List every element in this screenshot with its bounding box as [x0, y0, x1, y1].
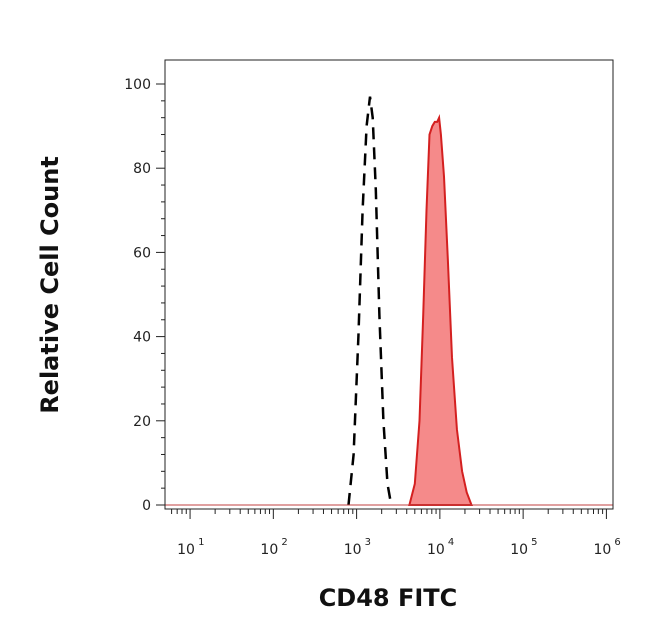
series-1-filled-histogram [408, 113, 473, 506]
y-tick-label: 60 [133, 245, 151, 261]
x-tick-exponent: 4 [448, 537, 454, 548]
x-tick-label: 10 [510, 542, 528, 558]
y-axis-title: Relative Cell Count [36, 156, 64, 414]
y-tick-label: 100 [124, 77, 151, 93]
x-tick-label: 10 [260, 542, 278, 558]
x-tick-label: 10 [593, 542, 611, 558]
x-axis: 10 1 10 2 10 3 10 4 10 5 10 6 [171, 509, 621, 558]
x-tick-exponent: 3 [365, 537, 371, 548]
x-tick-label: 10 [344, 542, 362, 558]
x-tick-label: 10 [177, 542, 195, 558]
x-axis-title: CD48 FITC [319, 584, 458, 612]
x-tick-exponent: 5 [531, 537, 537, 548]
y-tick-label: 80 [133, 161, 151, 177]
y-tick-label: 20 [133, 414, 151, 430]
plot-frame [164, 59, 614, 510]
y-tick-label: 40 [133, 330, 151, 346]
plot-series [165, 96, 613, 506]
y-axis: 0 20 40 60 80 100 [124, 77, 165, 514]
x-tick-label: 10 [427, 542, 445, 558]
x-tick-exponent: 1 [198, 537, 204, 548]
y-tick-label: 0 [142, 498, 151, 514]
x-tick-exponent: 2 [281, 537, 287, 548]
series-0-dashed-histogram [347, 96, 393, 506]
x-tick-exponent: 6 [614, 537, 620, 548]
